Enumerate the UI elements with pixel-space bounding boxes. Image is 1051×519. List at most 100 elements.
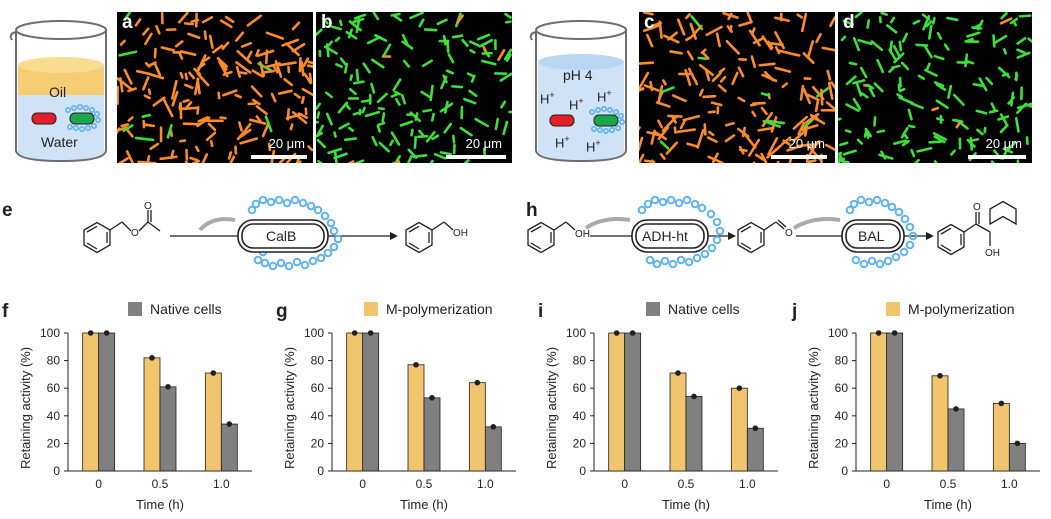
cell-mark [144, 61, 151, 68]
cell-mark [701, 51, 710, 60]
y-tick-label: 0 [841, 464, 848, 478]
cell-mark [802, 87, 812, 105]
micrograph-c: c 20 μm [639, 12, 835, 163]
proton-label-5: H+ [586, 138, 601, 155]
cell-mark [316, 131, 323, 138]
legend-label-i: Native cells [668, 301, 740, 317]
data-point [998, 400, 1005, 407]
scheme-e: O O OH CalB [60, 190, 490, 280]
cell-mark [123, 68, 133, 85]
cell-mark [333, 131, 337, 138]
cell-mark [667, 31, 679, 41]
cell-mark [893, 139, 908, 145]
bar [82, 332, 100, 472]
x-tick-label: 1.0 [739, 477, 756, 491]
cell-mark [414, 112, 419, 122]
bar [992, 402, 1010, 472]
cell-mark [143, 123, 156, 128]
cell-mark [806, 40, 815, 59]
cell-mark [749, 103, 758, 107]
data-point [1014, 440, 1021, 447]
cell-mark [196, 116, 211, 128]
y-tick-label: 80 [311, 354, 325, 368]
cell-mark [445, 69, 455, 75]
bar [730, 387, 748, 472]
cell-mark [218, 60, 229, 78]
cell-mark [880, 150, 887, 160]
cell-mark [842, 19, 855, 26]
cell-mark [689, 22, 697, 40]
y-tick-label: 100 [304, 326, 324, 340]
aldehyde-o-label: O [785, 228, 793, 239]
cell-mark [402, 59, 411, 68]
cell-mark [183, 22, 195, 26]
cell-mark [390, 12, 401, 17]
chart-f-plot: 0 20 40 60 80 100 0 0.5 1.0 Time (h) Retaining act… [18, 326, 252, 512]
cell-mark [947, 84, 953, 99]
cell-mark [245, 122, 252, 131]
cell-mark [142, 27, 150, 36]
cell-mark [700, 48, 707, 54]
cell-mark [327, 147, 343, 155]
cell-mark [972, 82, 985, 88]
cell-mark [870, 40, 884, 52]
cell-mark [657, 119, 664, 129]
cell-mark [950, 149, 956, 156]
cell-mark [757, 126, 775, 132]
cell-mark [124, 12, 131, 21]
cell-mark [348, 20, 362, 32]
cell-mark [409, 12, 424, 20]
y-tick-label: 40 [311, 409, 325, 423]
cell-mark [673, 126, 677, 134]
cell-mark [316, 28, 323, 37]
y-tick-label: 40 [835, 409, 849, 423]
cell-mark [857, 38, 873, 46]
cell-mark [146, 155, 151, 163]
x-tick-label: 0 [621, 477, 628, 491]
y-tick-label: 20 [311, 436, 325, 450]
cell-mark [898, 96, 914, 105]
cell-mark [679, 118, 687, 130]
cell-mark [149, 61, 157, 67]
cell-mark [235, 61, 252, 74]
legend-j: M-polymerization [886, 301, 1015, 317]
cell-mark [361, 106, 366, 114]
cell-mark [931, 16, 936, 25]
cell-mark [662, 79, 667, 86]
cell-mark [330, 25, 343, 31]
cell-mark [122, 124, 134, 132]
cell-mark [856, 138, 863, 145]
micrograph-a: a 20 μm [117, 12, 313, 163]
cell-mark [141, 113, 151, 119]
cell-mark [468, 40, 480, 47]
cell-mark [179, 50, 197, 56]
cell-mark [207, 122, 217, 132]
cell-mark [852, 37, 861, 52]
cell-mark [976, 128, 984, 136]
cell-mark [649, 81, 654, 92]
cell-mark [792, 115, 809, 130]
cell-mark [179, 101, 183, 120]
cell-mark [806, 93, 820, 102]
panel-label-d: d [843, 12, 855, 33]
scale-bar-c [771, 155, 827, 159]
cell-mark [718, 67, 726, 74]
cell-mark [990, 160, 996, 163]
cell-mark [364, 110, 381, 118]
cell-mark [337, 101, 349, 114]
data-point [210, 370, 217, 376]
cell-mark [396, 159, 400, 163]
cell-mark [845, 103, 860, 112]
cell-mark [372, 12, 380, 21]
cell-mark [412, 153, 428, 159]
proton-label-1: H+ [540, 90, 555, 107]
cell-mark [639, 153, 645, 163]
cell-mark [307, 145, 313, 152]
cell-mark [413, 135, 417, 149]
cell-mark [147, 88, 152, 96]
cell-mark [725, 39, 740, 55]
cell-mark [166, 124, 173, 139]
cell-mark [993, 34, 1008, 45]
cell-mark [431, 134, 440, 141]
bar [1008, 442, 1026, 472]
